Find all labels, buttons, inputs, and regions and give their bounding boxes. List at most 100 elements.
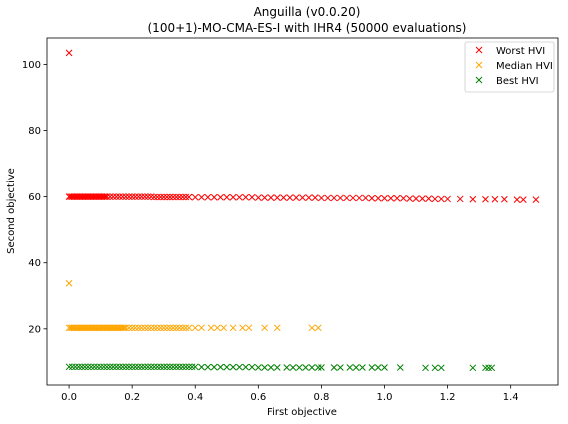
point-worst-hvi xyxy=(65,193,73,200)
point-worst-hvi xyxy=(89,193,97,200)
point-worst-hvi xyxy=(437,195,445,203)
point-best-hvi xyxy=(261,364,269,371)
point-best-hvi xyxy=(138,363,145,371)
point-best-hvi xyxy=(302,364,310,371)
point-worst-hvi xyxy=(425,195,433,202)
plot-area-frame xyxy=(46,37,559,386)
point-worst-hvi xyxy=(94,193,101,200)
point-best-hvi xyxy=(381,364,388,371)
point-best-hvi xyxy=(485,364,492,372)
point-worst-hvi xyxy=(135,193,142,200)
point-worst-hvi xyxy=(501,195,508,203)
point-worst-hvi xyxy=(198,193,205,201)
point-worst-hvi xyxy=(292,194,300,201)
point-best-hvi xyxy=(157,363,164,371)
point-best-hvi xyxy=(374,364,382,371)
point-median-hvi xyxy=(65,279,73,287)
point-worst-hvi xyxy=(254,194,262,201)
legend-marker-best-hvi xyxy=(475,76,483,84)
point-worst-hvi xyxy=(182,193,190,201)
point-best-hvi xyxy=(346,364,354,371)
x-tick-label: 0.8 xyxy=(313,392,329,403)
point-worst-hvi xyxy=(374,194,382,202)
point-worst-hvi xyxy=(431,195,439,203)
point-median-hvi xyxy=(86,324,93,332)
legend-entry-best-hvi: Best HVI xyxy=(475,76,539,87)
point-median-hvi xyxy=(113,324,120,332)
point-median-hvi xyxy=(179,324,186,332)
point-best-hvi xyxy=(352,364,360,371)
point-best-hvi xyxy=(147,363,155,371)
point-median-hvi xyxy=(70,324,78,332)
point-worst-hvi xyxy=(163,193,171,201)
y-axis-ticks: 20 40 60 80 100 xyxy=(22,60,47,335)
point-worst-hvi xyxy=(236,193,243,201)
point-best-hvi xyxy=(125,363,133,371)
point-best-hvi xyxy=(396,364,404,371)
point-best-hvi xyxy=(122,363,130,371)
point-worst-hvi xyxy=(116,193,123,200)
point-worst-hvi xyxy=(160,193,168,201)
point-worst-hvi xyxy=(79,193,87,200)
point-median-hvi xyxy=(273,324,281,332)
point-best-hvi xyxy=(469,364,477,372)
point-best-hvi xyxy=(160,363,168,371)
point-median-hvi xyxy=(172,324,180,332)
point-best-hvi xyxy=(283,364,291,371)
point-median-hvi xyxy=(111,324,119,332)
point-best-hvi xyxy=(210,363,218,371)
point-median-hvi xyxy=(150,324,158,332)
point-best-hvi xyxy=(223,363,231,371)
point-worst-hvi xyxy=(368,194,376,202)
point-worst-hvi xyxy=(210,193,218,201)
point-worst-hvi xyxy=(469,195,477,203)
legend-entry-median-hvi: Median HVI xyxy=(475,61,553,72)
point-median-hvi xyxy=(185,324,193,332)
point-worst-hvi xyxy=(400,194,407,202)
point-worst-hvi xyxy=(248,193,256,201)
y-tick-label: 100 xyxy=(22,60,41,71)
point-best-hvi xyxy=(267,364,275,371)
point-best-hvi xyxy=(163,363,171,371)
point-worst-hvi xyxy=(90,193,98,200)
point-best-hvi xyxy=(87,363,95,371)
point-median-hvi xyxy=(176,324,183,332)
point-median-hvi xyxy=(94,324,101,332)
point-worst-hvi xyxy=(76,193,84,200)
point-worst-hvi xyxy=(223,193,231,201)
point-worst-hvi xyxy=(324,194,332,202)
point-best-hvi xyxy=(100,363,108,371)
point-median-hvi xyxy=(119,324,127,332)
point-best-hvi xyxy=(182,363,190,371)
point-worst-hvi xyxy=(128,193,136,200)
point-median-hvi xyxy=(116,324,123,332)
point-worst-hvi xyxy=(406,195,414,202)
point-best-hvi xyxy=(204,363,212,371)
point-median-hvi xyxy=(72,324,79,332)
point-worst-hvi xyxy=(343,194,351,202)
point-worst-hvi xyxy=(68,193,76,200)
point-best-hvi xyxy=(482,364,489,372)
point-median-hvi xyxy=(97,324,104,332)
point-best-hvi xyxy=(81,363,89,371)
point-median-hvi xyxy=(98,324,106,332)
point-median-hvi xyxy=(81,324,89,332)
point-median-hvi xyxy=(314,324,322,332)
point-best-hvi xyxy=(431,364,439,372)
point-best-hvi xyxy=(68,363,76,371)
point-best-hvi xyxy=(141,363,149,371)
point-best-hvi xyxy=(273,364,281,371)
chart-title: Anguilla (v0.0.20) xyxy=(254,5,361,19)
point-worst-hvi xyxy=(169,193,177,201)
point-worst-hvi xyxy=(78,193,86,200)
point-worst-hvi xyxy=(65,49,73,57)
point-worst-hvi xyxy=(84,193,92,200)
point-worst-hvi xyxy=(70,193,78,200)
point-worst-hvi xyxy=(95,193,103,200)
point-median-hvi xyxy=(122,324,130,332)
point-median-hvi xyxy=(128,324,136,332)
point-median-hvi xyxy=(106,324,114,332)
point-best-hvi xyxy=(248,363,256,371)
point-median-hvi xyxy=(169,324,177,332)
point-best-hvi xyxy=(488,364,496,372)
